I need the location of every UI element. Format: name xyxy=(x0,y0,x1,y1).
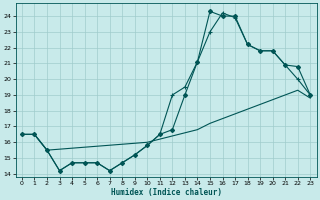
X-axis label: Humidex (Indice chaleur): Humidex (Indice chaleur) xyxy=(111,188,221,197)
